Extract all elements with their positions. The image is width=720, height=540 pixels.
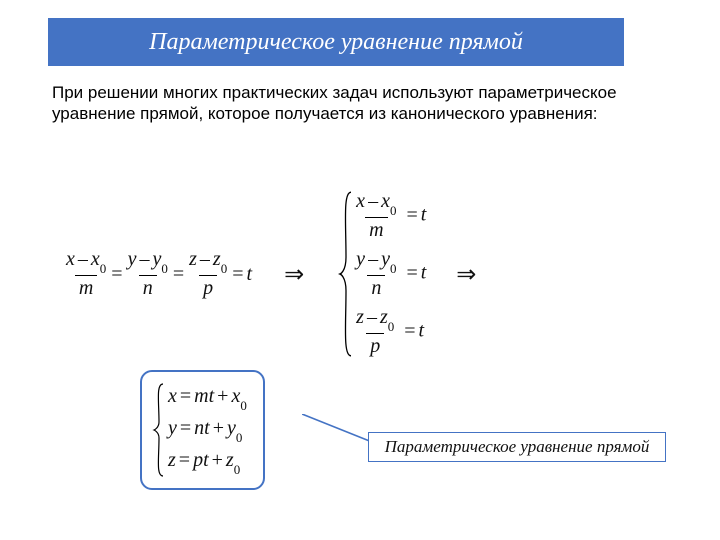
label-connector: [302, 414, 374, 448]
system-t-row-1: x–x0m =t: [354, 190, 426, 242]
label-text: Параметрическое уравнение прямой: [385, 437, 650, 456]
parametric-row-x: x=mt+x0: [168, 385, 247, 411]
intro-text: При решении многих практических задач ис…: [52, 82, 652, 125]
frac-y: y–y0 n: [126, 248, 170, 300]
slide: { "title": "Параметрическое уравнение пр…: [0, 0, 720, 540]
parametric-box: x=mt+x0 y=nt+y0 z=pt+z0: [140, 370, 265, 490]
canonical-row: x–x0 m = y–y0 n = z–z0 p = t ⇒ x–x0m: [64, 190, 484, 358]
canonical-chain: x–x0 m = y–y0 n = z–z0 p = t: [64, 248, 252, 300]
left-brace-icon: [152, 382, 164, 478]
slide-title-band: Параметрическое уравнение прямой: [48, 18, 624, 66]
parametric-row-y: y=nt+y0: [168, 417, 247, 443]
frac-z: z–z0 p: [187, 248, 229, 300]
parametric-row-z: z=pt+z0: [168, 449, 247, 475]
implies-arrow-2: ⇒: [448, 260, 484, 289]
system-t-row-3: z–z0p =t: [354, 306, 426, 358]
canonical-rhs: t: [247, 263, 253, 286]
system-t-row-2: y–y0n =t: [354, 248, 426, 300]
implies-arrow-1: ⇒: [276, 260, 312, 289]
slide-title: Параметрическое уравнение прямой: [149, 29, 523, 56]
system-t: x–x0m =t y–y0n =t z–z0p =t: [338, 190, 426, 358]
frac-x: x–x0 m: [64, 248, 108, 300]
left-brace-icon: [338, 190, 352, 358]
label-callout: Параметрическое уравнение прямой: [368, 432, 666, 462]
